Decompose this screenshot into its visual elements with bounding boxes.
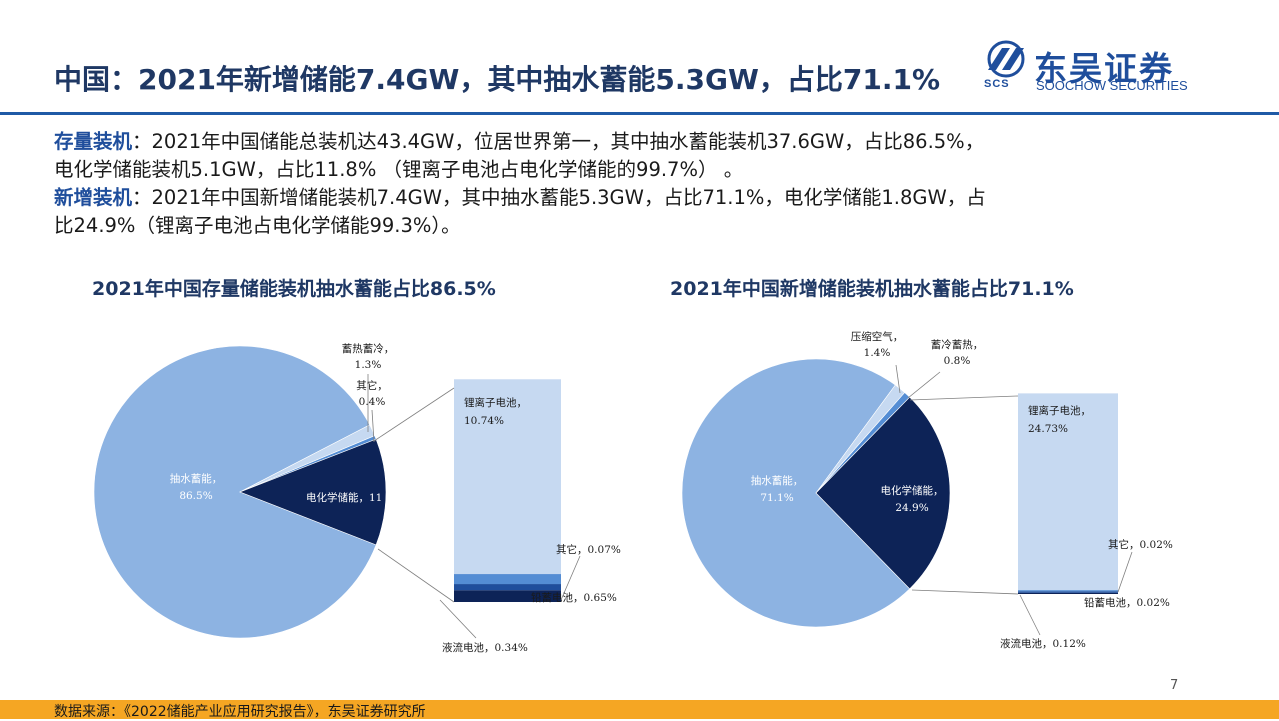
new-text-2: 比24.9%（锂离子电池占电化学储能99.3%）。 — [54, 214, 461, 237]
chart-2-label-electro-value: 24.9% — [895, 502, 928, 514]
chart-2-bar-segment-1 — [1018, 591, 1118, 593]
chart-2-label-small-0-name: 压缩空气， — [851, 330, 904, 343]
chart-1-title: 2021年中国存量储能装机抽水蓄能占比86.5% — [92, 278, 496, 300]
chart-2-leader-breakdown-0 — [1117, 551, 1133, 593]
chart-1-bar-segment-3 — [454, 379, 561, 575]
chart-2-slice-pumped — [681, 358, 911, 628]
chart-1-bar-segment-0 — [454, 590, 561, 602]
chart-1-label-breakdown-0: 其它，0.07% — [556, 543, 621, 556]
stock-text-1: ：2021年中国储能总装机达43.4GW，位居世界第一，其中抽水蓄能装机37.6… — [132, 130, 985, 153]
chart-2-connector-bottom — [911, 589, 1019, 595]
chart-2-label-breakdown-2: 液流电池，0.12% — [1000, 637, 1086, 650]
chart-2-label-electro-name: 电化学储能， — [881, 484, 944, 497]
stock-paragraph-line-2: 电化学储能装机5.1GW，占比11.8% （锂离子电池占电化学储能的99.7%）… — [54, 156, 1234, 184]
chart-1-label-lithium-value: 10.74% — [464, 415, 504, 427]
page-title: 中国：2021年新增储能7.4GW，其中抽水蓄能5.3GW，占比71.1% — [54, 63, 941, 96]
page-number: 7 — [1170, 678, 1179, 693]
chart-1-leader-breakdown-0 — [560, 555, 581, 601]
chart-2-leader-breakdown-2 — [1019, 594, 1041, 636]
stock-label: 存量装机 — [54, 130, 133, 153]
chart-2-bar-segment-2 — [1018, 590, 1118, 592]
summary-text: 存量装机：2021年中国储能总装机达43.4GW，位居世界第一，其中抽水蓄能装机… — [54, 128, 1234, 240]
chart-1-label-lithium-name: 锂离子电池， — [464, 396, 527, 409]
chart-2-slice-electrochemical — [815, 396, 951, 590]
chart-2-leader-small-1 — [907, 371, 941, 399]
logo-english-name: SOOCHOW SECURITIES — [1036, 78, 1188, 93]
chart-1-label-small-0-name: 蓄热蓄冷， — [342, 342, 395, 355]
chart-1-leader-small-1 — [371, 409, 375, 443]
chart-2-connector-top — [909, 395, 1019, 401]
chart-1-bar-segment-2 — [454, 574, 561, 585]
new-text-1: ：2021年中国新增储能装机7.4GW，其中抽水蓄能5.3GW，占比71.1%，… — [132, 186, 986, 209]
chart-2-label-pumped-name: 抽水蓄能， — [751, 474, 804, 487]
chart-1-label-small-1-name: 其它， — [356, 379, 388, 392]
footer-bar: 数据来源：《2022储能产业应用研究报告》，东吴证券研究所 — [0, 700, 1279, 720]
chart-2-label-small-1-name: 蓄冷蓄热， — [931, 338, 984, 351]
chart-2-label-lithium-name: 锂离子电池， — [1028, 404, 1091, 417]
logo-abbr: SCS — [984, 78, 1010, 90]
chart-1-connector-top — [373, 387, 455, 442]
chart-2-label-breakdown-1: 铅蓄电池，0.02% — [1084, 596, 1170, 609]
new-label: 新增装机 — [54, 186, 133, 209]
data-source: 数据来源：《2022储能产业应用研究报告》，东吴证券研究所 — [54, 704, 426, 720]
chart-1-label-electro: 电化学储能，11 — [306, 491, 382, 504]
chart-1-label-pumped-value: 86.5% — [179, 490, 212, 502]
chart-2-bar-segment-3 — [1018, 393, 1118, 591]
chart-1-leader-breakdown-2 — [439, 599, 477, 639]
new-paragraph-line-2: 比24.9%（锂离子电池占电化学储能99.3%）。 — [54, 212, 1234, 240]
header-divider — [0, 112, 1279, 115]
chart-1-label-small-1-value: 0.4% — [359, 396, 386, 408]
stock-paragraph-line-1: 存量装机：2021年中国储能总装机达43.4GW，位居世界第一，其中抽水蓄能装机… — [54, 128, 1234, 156]
chart-1-label-breakdown-1: 铅蓄电池，0.65% — [531, 591, 617, 604]
chart-1-bar-segment-1 — [454, 584, 561, 591]
chart-2-label-breakdown-0: 其它，0.02% — [1108, 538, 1173, 551]
stock-text-2: 电化学储能装机5.1GW，占比11.8% （锂离子电池占电化学储能的99.7%）… — [54, 158, 744, 181]
chart-1-label-breakdown-2: 液流电池，0.34% — [442, 641, 528, 654]
logo-mark-icon — [987, 40, 1025, 78]
chart-1-slice-electrochemical — [239, 438, 387, 546]
chart-1-connector-bottom — [377, 548, 455, 603]
chart-1-slice-pumped — [93, 345, 377, 639]
chart-2-leader-small-0 — [895, 364, 901, 394]
chart-2-title: 2021年中国新增储能装机抽水蓄能占比71.1% — [670, 278, 1074, 300]
company-logo: SCS 东吴证券 SOOCHOW SECURITIES — [982, 40, 1212, 96]
chart-1-label-pumped-name: 抽水蓄能， — [170, 472, 223, 485]
chart-2-label-small-1-value: 0.8% — [944, 355, 971, 367]
chart-2-bar-segment-0 — [1018, 592, 1118, 594]
new-paragraph-line-1: 新增装机：2021年中国新增储能装机7.4GW，其中抽水蓄能5.3GW，占比71… — [54, 184, 1234, 212]
logo-chinese-name: 东吴证券 — [1034, 49, 1174, 88]
chart-2-label-small-0-value: 1.4% — [864, 347, 891, 359]
chart-1-label-small-0-value: 1.3% — [355, 359, 382, 371]
chart-2-label-lithium-value: 24.73% — [1028, 423, 1068, 435]
chart-2-label-pumped-value: 71.1% — [760, 492, 793, 504]
